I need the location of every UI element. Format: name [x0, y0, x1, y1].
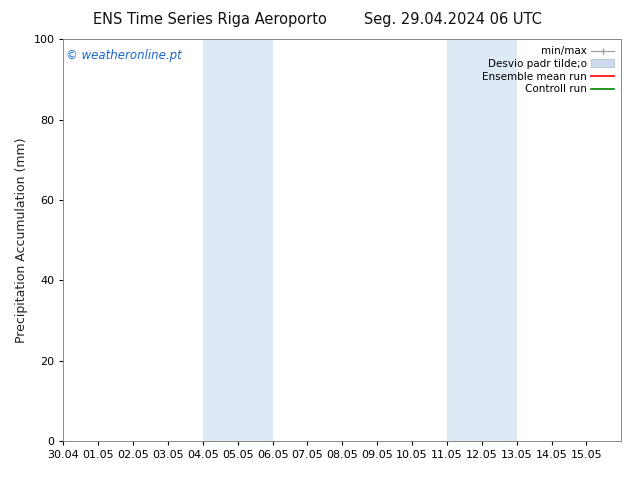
Text: ENS Time Series Riga Aeroporto        Seg. 29.04.2024 06 UTC: ENS Time Series Riga Aeroporto Seg. 29.0…	[93, 12, 541, 27]
Text: © weatheronline.pt: © weatheronline.pt	[66, 49, 182, 62]
Legend: min/max, Desvio padr tilde;o, Ensemble mean run, Controll run: min/max, Desvio padr tilde;o, Ensemble m…	[480, 45, 616, 97]
Bar	[447, 39, 517, 441]
Bar	[203, 39, 273, 441]
Y-axis label: Precipitation Accumulation (mm): Precipitation Accumulation (mm)	[15, 137, 28, 343]
